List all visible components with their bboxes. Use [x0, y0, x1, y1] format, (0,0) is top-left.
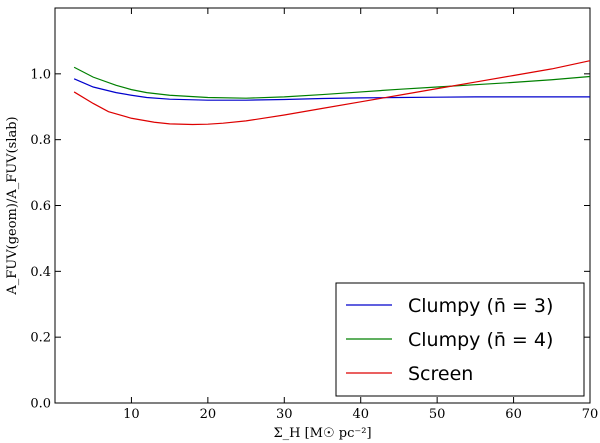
series-lines	[73, 60, 591, 126]
legend-label-clumpy-4: Clumpy (n̄ = 4)	[408, 329, 553, 351]
y-tick-label: 0.4	[30, 265, 51, 280]
x-tick-label: 60	[505, 407, 522, 422]
y-axis-label: A_FUV(geom)/A_FUV(slab)	[5, 116, 20, 295]
y-tick-label: 0.0	[30, 397, 51, 412]
y-tick-label: 0.8	[30, 133, 51, 148]
x-axis-label: Σ_H [M☉ pc⁻²]	[273, 426, 371, 441]
legend: Clumpy (n̄ = 3) Clumpy (n̄ = 4) Screen	[335, 282, 585, 397]
series-line-clumpy-3	[73, 78, 590, 101]
series-line-clumpy-4	[73, 66, 591, 99]
y-tick-label: 0.2	[30, 331, 51, 346]
x-tick-label: 10	[123, 407, 140, 422]
legend-label-screen: Screen	[408, 363, 473, 385]
x-tick-label: 20	[200, 407, 217, 422]
x-tick-label: 40	[352, 407, 369, 422]
x-tick-label: 30	[276, 407, 293, 422]
series-line-screen	[73, 60, 591, 126]
y-tick-label: 1.0	[30, 67, 51, 82]
x-tick-label: 50	[429, 407, 446, 422]
x-tick-label: 70	[582, 407, 599, 422]
y-tick-label: 0.6	[30, 199, 51, 214]
axis-ticks: 10 20 30 40 50 60 70 0.0 0.2 0.4 0.6 0.8 1.0	[30, 8, 598, 422]
legend-label-clumpy-3: Clumpy (n̄ = 3)	[408, 295, 553, 317]
